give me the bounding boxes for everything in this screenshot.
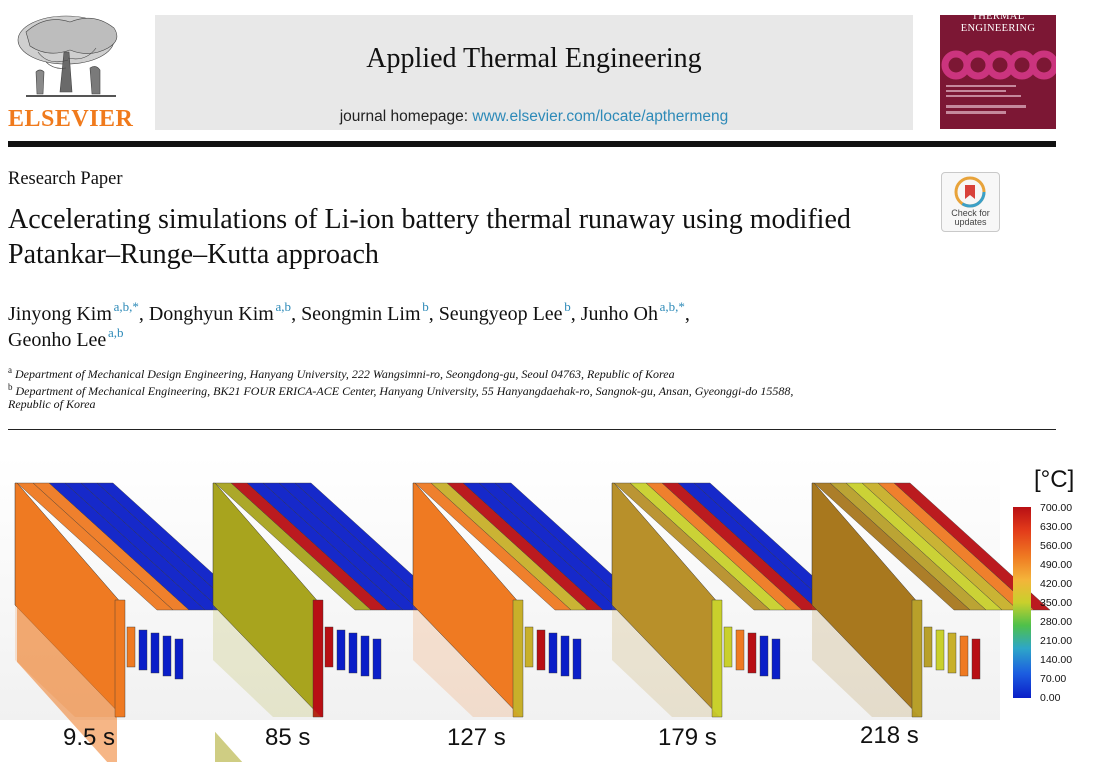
battery-module-render: [611, 482, 851, 718]
frame-time-label: 85 s: [265, 724, 311, 751]
colorbar-tick: 210.00: [1040, 635, 1073, 647]
article-title-line-1: Accelerating simulations of Li-ion batte…: [8, 204, 851, 235]
publisher-name: ELSEVIER: [8, 106, 134, 132]
colorbar-tick: 0.00: [1040, 692, 1061, 704]
author-name[interactable]: Seungyeop Lee: [438, 303, 563, 325]
colorbar-tick: 70.00: [1040, 673, 1067, 685]
thermal-runaway-figure: [0, 455, 1051, 762]
homepage-link[interactable]: www.elsevier.com/locate/apthermeng: [472, 108, 729, 125]
affiliation-text: Department of Mechanical Engineering, BK…: [15, 384, 794, 398]
author-name[interactable]: Jinyong Kim: [8, 303, 112, 325]
author-affiliation-marker[interactable]: a,b: [275, 299, 292, 314]
affiliation-b-continued: Republic of Korea: [8, 397, 96, 411]
author-name[interactable]: Seongmin Lim: [301, 303, 421, 325]
colorbar-tick: 700.00: [1040, 502, 1073, 514]
cover-title: THERMAL ENGINEERING: [960, 15, 1036, 34]
affiliation-text: Department of Mechanical Design Engineer…: [15, 367, 675, 381]
temperature-colorbar: [1013, 507, 1031, 698]
check-updates-label: Check for updates: [951, 208, 990, 227]
frame-time-label: 9.5 s: [63, 724, 116, 751]
author-affiliation-marker[interactable]: b: [564, 299, 571, 314]
frame-time-label: 179 s: [658, 724, 717, 751]
article-type: Research Paper: [8, 169, 123, 189]
author-name[interactable]: Junho Oh: [580, 303, 658, 325]
colorbar-tick: 630.00: [1040, 521, 1073, 533]
affiliation-marker: b: [8, 382, 13, 392]
elsevier-tree-logo: [6, 12, 134, 132]
section-divider: [8, 429, 1056, 430]
battery-module-render: [212, 482, 452, 762]
journal-title: Applied Thermal Engineering: [366, 43, 702, 74]
author-affiliation-marker[interactable]: a,b: [107, 325, 124, 340]
journal-header: Applied Thermal Engineering journal home…: [155, 15, 913, 130]
colorbar-tick: 490.00: [1040, 559, 1073, 571]
author-affiliation-marker[interactable]: b: [422, 299, 429, 314]
colorbar-tick: 280.00: [1040, 616, 1073, 628]
article-title-line-2: Patankar–Runge–Kutta approach: [8, 239, 379, 270]
battery-module-render: [412, 482, 652, 718]
author-name[interactable]: Donghyun Kim: [148, 303, 274, 325]
colorbar-tick: 140.00: [1040, 654, 1073, 666]
check-for-updates-button[interactable]: Check for updates: [941, 172, 1000, 232]
frame-time-label: 127 s: [447, 724, 506, 751]
journal-homepage: journal homepage: www.elsevier.com/locat…: [155, 108, 913, 126]
frame-time-label: 218 s: [860, 722, 919, 749]
author-name[interactable]: Geonho Lee: [8, 329, 107, 351]
colorbar-tick: 420.00: [1040, 578, 1073, 590]
affiliation-b: b Department of Mechanical Engineering, …: [8, 379, 793, 399]
author-list-line-1: Jinyong Kim a,b,*, Donghyun Kim a,b, Seo…: [8, 299, 690, 325]
author-affiliation-marker[interactable]: a,b,*: [113, 299, 139, 314]
colorbar-tick: 560.00: [1040, 540, 1073, 552]
affiliation-a: a Department of Mechanical Design Engine…: [8, 362, 675, 382]
homepage-prefix: journal homepage:: [339, 108, 473, 125]
author-affiliation-marker[interactable]: a,b,*: [659, 299, 685, 314]
battery-module-render: [811, 482, 1051, 718]
colorbar-tick: 350.00: [1040, 597, 1073, 609]
colorbar-unit-label: [°C]: [1034, 466, 1075, 493]
author-list-line-2: Geonho Lee a,b: [8, 320, 124, 353]
header-divider: [8, 141, 1056, 147]
affiliation-marker: a: [8, 365, 12, 375]
battery-module-render: [14, 482, 254, 762]
bookmark-icon: [954, 176, 986, 208]
journal-cover[interactable]: THERMAL ENGINEERING: [940, 15, 1056, 129]
